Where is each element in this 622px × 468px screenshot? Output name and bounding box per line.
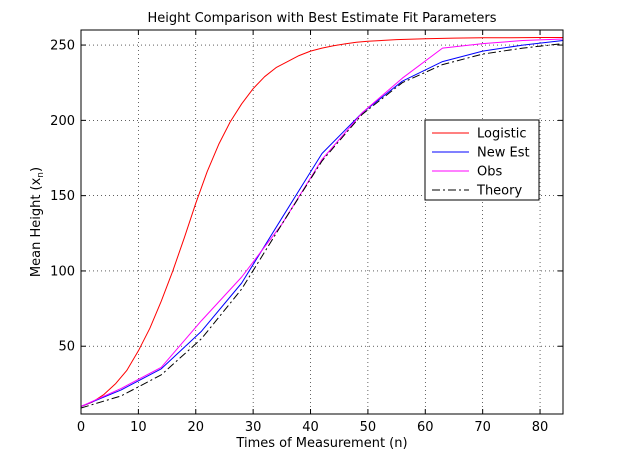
y-axis-label: Mean Height (xn) [29, 167, 46, 277]
legend-label-theory: Theory [476, 184, 522, 199]
x-tick-label: 70 [474, 420, 491, 435]
y-axis-label-main: Mean Height (x [29, 177, 44, 277]
x-axis-label: Times of Measurement (n) [235, 436, 407, 451]
x-tick-label: 40 [302, 420, 319, 435]
series-line-logistic [80, 37, 563, 407]
x-tick-label: 0 [77, 420, 85, 435]
legend-label-obs: Obs [477, 165, 502, 180]
grid-lines [81, 30, 563, 414]
y-tick-label: 100 [50, 264, 75, 279]
y-axis-label-close: ) [29, 167, 44, 172]
y-tick-label: 200 [50, 114, 75, 129]
series-line-new-est [80, 40, 564, 407]
series-layer [80, 37, 564, 409]
y-tick-label: 150 [50, 189, 75, 204]
series-line-theory [80, 43, 564, 409]
y-axis-label-subscript: n [36, 172, 46, 178]
y-tick-label: 50 [58, 340, 75, 355]
series-line-obs [80, 38, 564, 407]
legend-label-logistic: Logistic [477, 127, 526, 142]
x-tick-label: 80 [532, 420, 549, 435]
legend: Logistic New Est Obs Theory [424, 119, 540, 201]
x-tick-label: 60 [417, 420, 434, 435]
x-tick-label: 50 [360, 420, 377, 435]
plot-frame [80, 29, 564, 415]
legend-label-new-est: New Est [477, 146, 530, 161]
chart-title: Height Comparison with Best Estimate Fit… [147, 11, 496, 26]
x-tick-label: 30 [245, 420, 262, 435]
x-tick-label: 10 [130, 420, 147, 435]
axis-ticks: 0 10 20 30 40 50 60 70 80 50 100 150 200 250 [50, 30, 563, 435]
y-tick-label: 250 [50, 39, 75, 54]
x-tick-label: 20 [187, 420, 204, 435]
